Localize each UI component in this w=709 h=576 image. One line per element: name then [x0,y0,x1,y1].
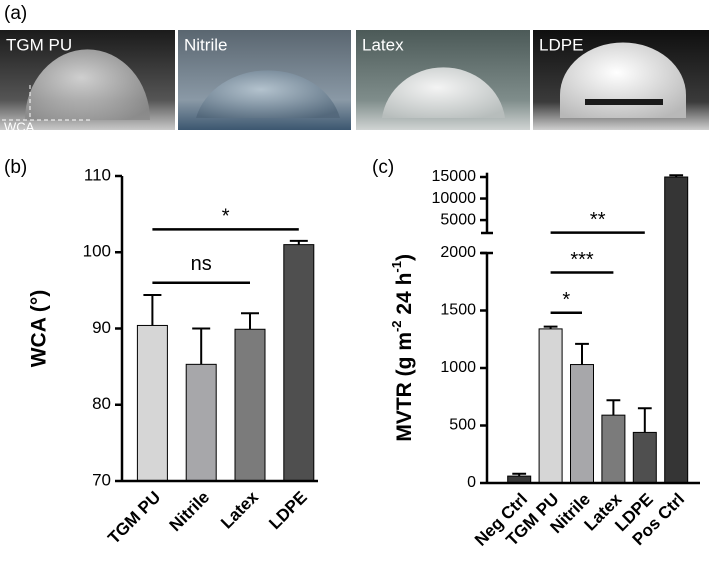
error-bar [637,407,652,433]
y-axis-title: WCA (°) [28,290,51,368]
bar [283,244,315,482]
error-bar [289,239,308,245]
significance-label: *** [570,249,594,271]
bar [234,328,266,482]
droplet [382,67,505,118]
y-tick-label: 1000 [440,359,476,376]
error-bar [512,472,527,477]
droplet [196,70,340,118]
photo-label: Latex [362,35,404,54]
y-tick-label: 70 [92,470,111,489]
y-tick-label: 90 [92,318,111,337]
y-tick-label: 2000 [440,244,476,261]
photo-label: Nitrile [184,35,227,54]
x-tick-label: TGM PU [104,488,164,548]
error-bar [192,327,211,365]
y-title-group: MVTR (g m-2 24 h-1) [389,254,416,442]
y-tick-label: 500 [449,417,476,434]
error-bar [241,312,259,330]
bar [632,431,657,484]
y-tick-label: 0 [467,474,476,491]
x-tick-label-group: LDPE [265,488,310,533]
x-tick-label-group: Nitrile [166,488,214,536]
y-tick-label: 10000 [432,190,477,207]
x-tick-label-group: Latex [217,487,262,532]
y-axis-title-part: -2 [389,320,404,332]
y-tick-label: 110 [84,165,111,184]
significance-label: ** [590,209,606,231]
panel-label: (b) [4,157,27,178]
error-bar [575,342,589,365]
photo-row: (a) TGM PU Nitrile Latex LDPE WCA [0,3,709,134]
x-tick-label: Nitrile [166,488,214,536]
error-bar [543,325,558,329]
y-tick-label: 80 [92,394,111,413]
panel-label: (a) [4,3,27,24]
y-tick-label: 15000 [432,168,477,185]
panel-label: (c) [372,157,394,178]
y-axis-title-part: MVTR (g m [393,332,416,442]
y-tick-label: 100 [83,242,111,261]
droplet [25,49,150,121]
x-tick-label-group: TGM PU [104,488,164,548]
y-axis-title-part: 24 h [393,273,416,321]
y-tick-label: 5000 [440,211,476,228]
bar [185,363,217,482]
x-tick-label: LDPE [265,488,310,533]
bar [601,414,626,484]
x-tick-label: Latex [217,487,262,532]
y-tick-label: 1500 [440,302,476,319]
bar [664,176,689,484]
photo-label: LDPE [539,35,583,54]
significance-label: * [562,289,570,311]
bar [538,328,563,484]
significance-label: * [222,206,230,228]
error-bar [606,399,621,416]
photo-label: TGM PU [6,35,72,54]
bar [570,364,594,484]
y-axis-title-part: -1 [389,261,404,273]
wca-label: WCA [4,119,35,134]
y-axis-title-part: ) [393,254,416,261]
reflection [585,99,663,105]
error-bar [669,174,684,178]
y-axis-title: MVTR (g m-2 24 h-1) [389,254,416,442]
significance-label: ns [191,253,212,275]
y-title-group: WCA (°) [28,290,51,368]
bar [136,324,168,482]
error-bar [143,293,162,326]
